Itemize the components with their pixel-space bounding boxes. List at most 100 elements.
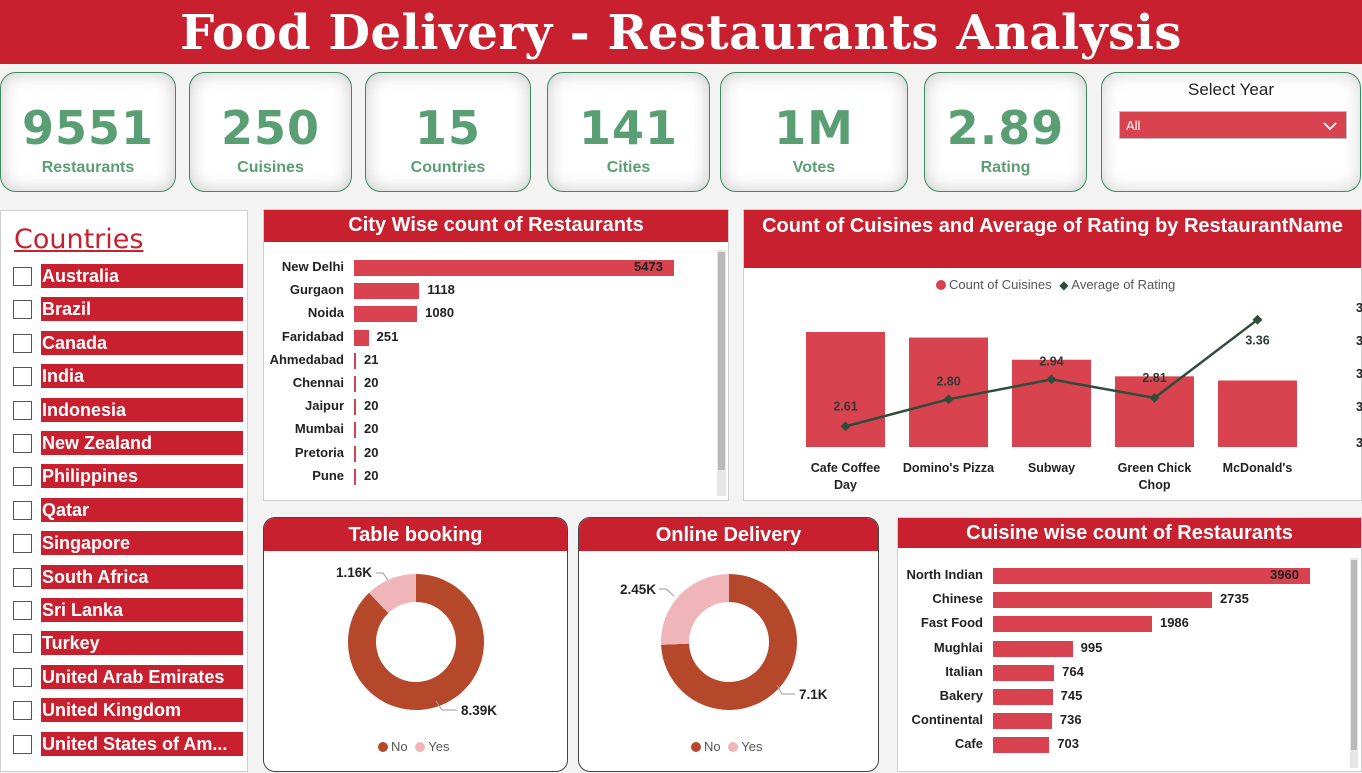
circle-icon (415, 742, 426, 752)
checkbox[interactable] (13, 734, 32, 754)
kpi-label: Countries (410, 159, 486, 176)
bar[interactable] (354, 468, 356, 485)
rating-point[interactable] (1046, 374, 1057, 385)
legend-item-count[interactable]: Count of Cuisines (936, 277, 1052, 292)
bar[interactable] (993, 616, 1152, 633)
category-label: Mumbai (294, 421, 344, 437)
legend-item-no[interactable]: No (691, 739, 721, 754)
bar[interactable] (993, 737, 1050, 754)
country-option[interactable]: New Zealand (13, 431, 245, 455)
checkbox[interactable] (13, 601, 32, 620)
bar[interactable] (993, 689, 1053, 705)
country-label: South Africa (41, 564, 243, 589)
country-option[interactable]: Philippines (13, 464, 245, 489)
donut-slice[interactable] (348, 574, 485, 710)
bar[interactable] (354, 399, 356, 416)
checkbox[interactable] (13, 534, 32, 554)
city-chart-title: City Wise count of Restaurants (264, 210, 728, 242)
donut-slice[interactable] (368, 574, 416, 614)
country-option[interactable]: India (13, 364, 245, 389)
bar[interactable] (354, 306, 418, 323)
kpi-card-countries[interactable]: 15 Countries (365, 72, 531, 192)
checkbox[interactable] (13, 567, 32, 587)
kpi-value: 9551 (21, 101, 155, 155)
bar[interactable] (354, 283, 420, 300)
category-label: Cafe (954, 736, 983, 752)
country-option[interactable]: Australia (13, 264, 245, 288)
legend-item-yes[interactable]: Yes (415, 739, 449, 754)
bar[interactable] (354, 376, 356, 392)
rating-point[interactable] (943, 394, 954, 405)
country-option[interactable]: Turkey (13, 631, 245, 656)
checkbox[interactable] (13, 467, 32, 487)
country-option[interactable]: United Arab Emirates (13, 664, 245, 689)
data-label: 2.61 (833, 399, 857, 413)
data-label: 2.81 (1142, 371, 1166, 385)
bar[interactable] (993, 664, 1055, 681)
checkbox[interactable] (13, 400, 32, 420)
checkbox[interactable] (13, 333, 32, 353)
bar[interactable] (1012, 359, 1091, 447)
legend-item-yes[interactable]: Yes (728, 739, 762, 754)
kpi-card-cities[interactable]: 141 Cities (547, 72, 710, 192)
bar[interactable] (354, 422, 356, 439)
bar[interactable] (909, 337, 988, 447)
year-select-dropdown[interactable]: All (1119, 111, 1347, 139)
bar[interactable] (1218, 380, 1297, 447)
checkbox[interactable] (13, 500, 32, 520)
kpi-value: 2.89 (946, 101, 1065, 155)
country-option[interactable]: Qatar (13, 497, 245, 522)
kpi-card-votes[interactable]: 1M Votes (720, 72, 908, 192)
country-option[interactable]: Indonesia (13, 397, 245, 422)
rating-point[interactable] (1252, 314, 1263, 325)
legend-item-rating[interactable]: ◆ Average of Rating (1059, 277, 1176, 292)
country-option[interactable]: United Kingdom (13, 698, 245, 723)
legend-item-no[interactable]: No (378, 739, 408, 754)
data-label: 736 (1059, 712, 1082, 728)
country-label: New Zealand (41, 431, 243, 455)
donut-slice[interactable] (661, 574, 729, 645)
bar[interactable] (1115, 376, 1194, 447)
bar[interactable] (354, 352, 356, 369)
country-option[interactable]: Brazil (13, 297, 245, 322)
country-label: Qatar (41, 497, 243, 522)
donut-slice[interactable] (661, 574, 797, 710)
category-label: Mughlai (933, 639, 983, 655)
checkbox[interactable] (13, 667, 32, 687)
checkbox[interactable] (13, 701, 32, 721)
country-option[interactable]: South Africa (13, 564, 245, 589)
kpi-card-rating[interactable]: 2.89 Rating (924, 72, 1087, 192)
axis-tick-label: 3 (1356, 334, 1362, 348)
kpi-label: Restaurants (41, 159, 135, 176)
rating-point[interactable] (1149, 392, 1160, 403)
kpi-label: Votes (792, 159, 836, 176)
bar[interactable] (993, 713, 1052, 730)
country-option[interactable]: Sri Lanka (13, 598, 245, 622)
bar[interactable] (993, 640, 1073, 657)
category-label: Faridabad (281, 328, 344, 344)
country-option[interactable]: Singapore (13, 531, 245, 556)
dashboard-title: Food Delivery - Restaurants Analysis (0, 0, 1362, 64)
country-option[interactable]: Canada (13, 330, 245, 355)
bar[interactable] (354, 260, 674, 276)
bar[interactable] (354, 445, 356, 462)
kpi-card-cuisines[interactable]: 250 Cuisines (189, 72, 352, 192)
checkbox[interactable] (13, 267, 32, 286)
rating-point[interactable] (840, 421, 851, 432)
circle-icon (691, 742, 701, 752)
checkbox[interactable] (13, 367, 32, 387)
checkbox[interactable] (13, 300, 32, 320)
bar[interactable] (993, 568, 1310, 584)
kpi-card-restaurants[interactable]: 9551 Restaurants (0, 72, 176, 192)
country-label: Singapore (41, 531, 243, 556)
scrollbar-thumb[interactable] (1351, 560, 1357, 750)
bar[interactable] (354, 329, 369, 346)
country-option[interactable]: United States of Am... (13, 731, 245, 756)
checkbox[interactable] (13, 434, 32, 453)
category-label: Bakery (939, 688, 983, 703)
checkbox[interactable] (13, 634, 32, 654)
scrollbar-thumb[interactable] (718, 252, 725, 470)
category-label: Chinese (932, 591, 983, 607)
data-label: 20 (364, 398, 379, 414)
bar[interactable] (993, 592, 1212, 609)
